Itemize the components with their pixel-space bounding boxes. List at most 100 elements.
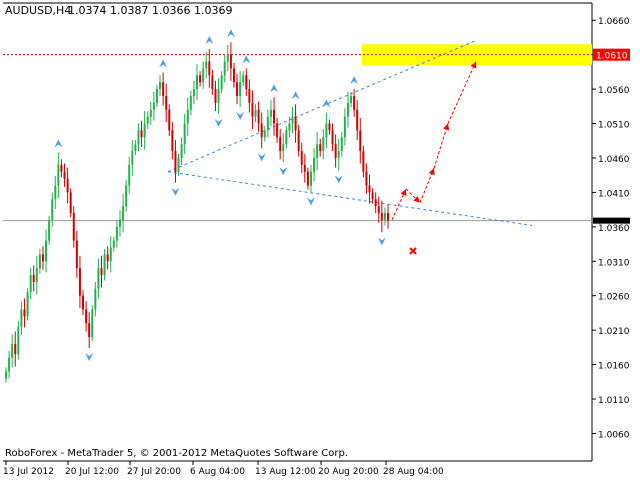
candle-body bbox=[288, 123, 291, 131]
candle-body bbox=[48, 219, 51, 241]
candle-body bbox=[134, 144, 137, 152]
forecast-arrowhead bbox=[428, 168, 435, 176]
candle-body bbox=[45, 240, 48, 262]
candle-body bbox=[165, 95, 168, 110]
candle-body bbox=[220, 75, 223, 90]
candle-body bbox=[202, 68, 205, 83]
candle-body bbox=[322, 137, 325, 152]
candle-body bbox=[257, 109, 260, 124]
price-tick-label: 1.0510 bbox=[598, 121, 630, 131]
candle-body bbox=[118, 219, 121, 227]
fractal-up-arrow bbox=[322, 99, 331, 108]
candle-body bbox=[94, 288, 97, 310]
fractals-layer bbox=[54, 29, 386, 362]
candle-body bbox=[140, 130, 143, 138]
forecast-arrowhead bbox=[400, 188, 407, 196]
candle-body bbox=[328, 123, 331, 131]
candle-body bbox=[279, 137, 282, 152]
price-tick-label: 1.0560 bbox=[598, 86, 630, 96]
candle-body bbox=[88, 323, 91, 338]
time-tick-label: 6 Aug 04:00 bbox=[190, 467, 245, 477]
candle-body bbox=[97, 268, 100, 289]
candle-body bbox=[196, 75, 198, 90]
candle-body bbox=[57, 164, 60, 186]
candle-body bbox=[226, 54, 229, 62]
candle-body bbox=[380, 213, 383, 220]
candle-body bbox=[14, 343, 17, 355]
candle-body bbox=[115, 226, 118, 241]
candle-body bbox=[78, 268, 81, 296]
fractal-down-arrow bbox=[377, 237, 386, 246]
price-tick-label: 1.0260 bbox=[598, 293, 630, 303]
invalidation-cross bbox=[409, 247, 417, 255]
price-tick-label: 1.0660 bbox=[598, 17, 630, 27]
candle-body bbox=[143, 123, 146, 138]
candle-body bbox=[242, 75, 245, 83]
candle-body bbox=[41, 254, 44, 262]
candle-body bbox=[285, 130, 288, 145]
candle-body bbox=[362, 151, 365, 172]
candle-body bbox=[239, 82, 242, 96]
forecast-arrowhead bbox=[413, 196, 420, 203]
candle-body bbox=[223, 61, 226, 76]
candle-body bbox=[186, 109, 189, 124]
candles-layer bbox=[5, 42, 389, 383]
time-tick-label: 13 Aug 12:00 bbox=[255, 467, 316, 477]
fractal-down-arrow bbox=[279, 167, 288, 176]
candle-body bbox=[60, 164, 63, 172]
time-tick-label: 28 Aug 04:00 bbox=[383, 467, 444, 477]
candle-body bbox=[8, 357, 11, 372]
candle-body bbox=[273, 109, 276, 124]
fractal-down-arrow bbox=[236, 111, 245, 120]
time-tick-label: 27 Jul 20:00 bbox=[127, 467, 181, 477]
time-tick-label: 20 Jul 12:00 bbox=[65, 467, 119, 477]
candle-body bbox=[180, 144, 183, 158]
candle-body bbox=[152, 102, 155, 110]
candle-body bbox=[232, 68, 235, 83]
fractal-up-arrow bbox=[159, 59, 168, 68]
fractal-up-arrow bbox=[205, 36, 214, 45]
candle-body bbox=[82, 295, 85, 310]
candle-body bbox=[248, 89, 251, 103]
time-axis-labels: 13 Jul 2012 20 Jul 12:00 27 Jul 20:00 6 Aug… bbox=[3, 461, 444, 477]
candle-body bbox=[340, 137, 343, 152]
candle-body bbox=[199, 75, 202, 83]
candle-body bbox=[371, 192, 374, 200]
candle-body bbox=[337, 151, 340, 158]
ohlc-label: 1.0374 1.0387 1.0366 1.0369 bbox=[68, 4, 232, 17]
candle-body bbox=[149, 109, 152, 117]
fractal-down-arrow bbox=[306, 197, 315, 206]
forecast-layer bbox=[391, 61, 477, 255]
candle-body bbox=[365, 171, 368, 186]
candle-body bbox=[309, 171, 312, 186]
candle-body bbox=[236, 82, 239, 96]
candle-body bbox=[297, 130, 300, 152]
candle-body bbox=[69, 192, 72, 214]
fractal-up-arrow bbox=[270, 84, 279, 93]
resistance-price-label: 1.0610 bbox=[596, 52, 628, 62]
fractal-up-arrow bbox=[54, 139, 63, 148]
candle-body bbox=[276, 123, 279, 138]
time-tick-label: 20 Aug 20:00 bbox=[318, 467, 379, 477]
candle-body bbox=[251, 102, 254, 117]
candle-body bbox=[106, 254, 109, 262]
candle-body bbox=[353, 95, 356, 110]
candle-body bbox=[334, 144, 337, 158]
forecast-arrowhead bbox=[470, 61, 477, 69]
forecast-segment bbox=[391, 188, 407, 221]
copyright-label: RoboForex - MetaTrader 5, © 2001-2012 Me… bbox=[5, 448, 348, 459]
candle-body bbox=[85, 309, 88, 324]
price-tick-label: 1.0360 bbox=[598, 224, 630, 234]
fractal-up-arrow bbox=[291, 91, 300, 100]
candle-body bbox=[325, 123, 328, 138]
candle-body bbox=[23, 309, 26, 317]
candle-body bbox=[131, 151, 134, 165]
candle-body bbox=[66, 178, 69, 193]
candle-body bbox=[374, 199, 377, 207]
candle-body bbox=[11, 343, 14, 358]
candle-body bbox=[303, 164, 306, 172]
price-tick-label: 1.0210 bbox=[598, 327, 630, 337]
candle-body bbox=[260, 123, 263, 138]
